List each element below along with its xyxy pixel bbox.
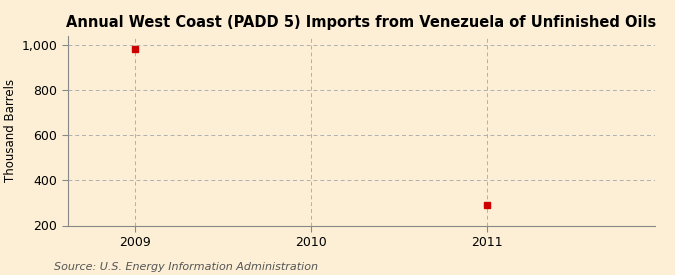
Text: Source: U.S. Energy Information Administration: Source: U.S. Energy Information Administ… <box>54 262 318 272</box>
Y-axis label: Thousand Barrels: Thousand Barrels <box>4 79 17 182</box>
Title: Annual West Coast (PADD 5) Imports from Venezuela of Unfinished Oils: Annual West Coast (PADD 5) Imports from … <box>66 15 656 31</box>
